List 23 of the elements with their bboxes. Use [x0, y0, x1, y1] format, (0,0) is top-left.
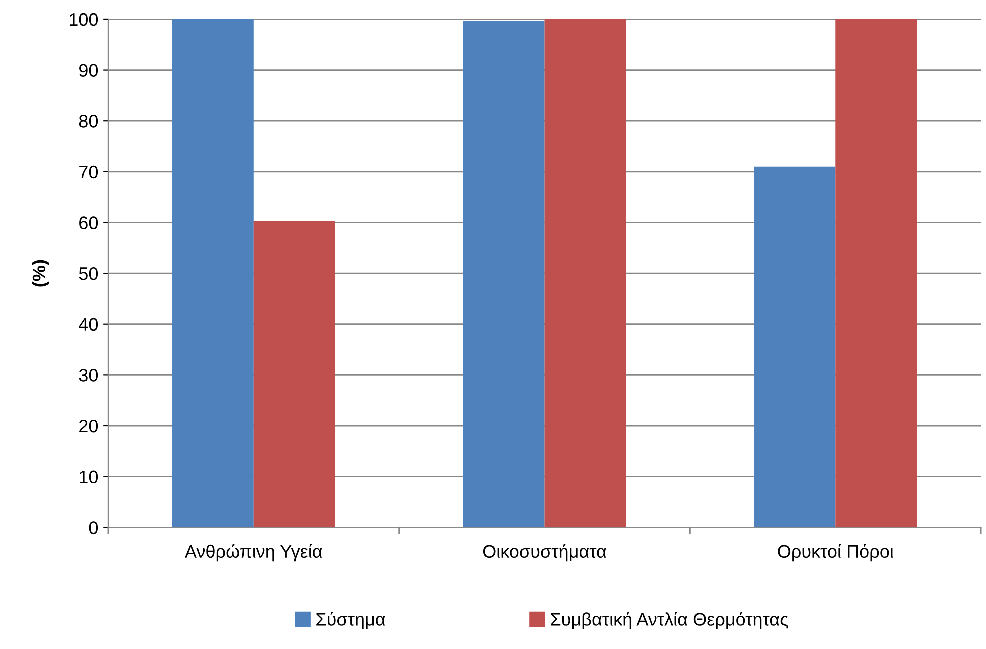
y-tick-label: 30 [79, 369, 98, 382]
y-tick-label: 60 [80, 216, 98, 230]
x-tick-label: Ανθρώπινη Υγεία [185, 544, 322, 562]
y-tick-label: 80 [79, 115, 98, 128]
y-axis-title: (%) [32, 260, 50, 287]
y-tick-label: 90 [80, 64, 98, 78]
x-tick-label: Οικοσυστήματα [483, 544, 606, 562]
y-tick-label: 100 [70, 13, 98, 26]
legend-label: Σύστημα [316, 612, 386, 630]
legend-label: Συμβατική Αντλία Θερμότητας [551, 612, 788, 630]
y-tick-label: 20 [80, 420, 98, 433]
bar [544, 19, 626, 528]
bar [836, 19, 918, 528]
y-tick-label: 50 [79, 267, 98, 280]
bar [754, 166, 836, 528]
y-tick-label: 10 [80, 470, 98, 484]
bar [463, 22, 545, 528]
bar [254, 221, 336, 528]
y-tick-label: 40 [79, 318, 98, 332]
bar [172, 19, 254, 528]
y-tick-label: 0 [89, 522, 98, 534]
x-tick-label: Ορυκτοί Πόροι [778, 544, 894, 562]
y-tick-label: 70 [80, 166, 98, 179]
